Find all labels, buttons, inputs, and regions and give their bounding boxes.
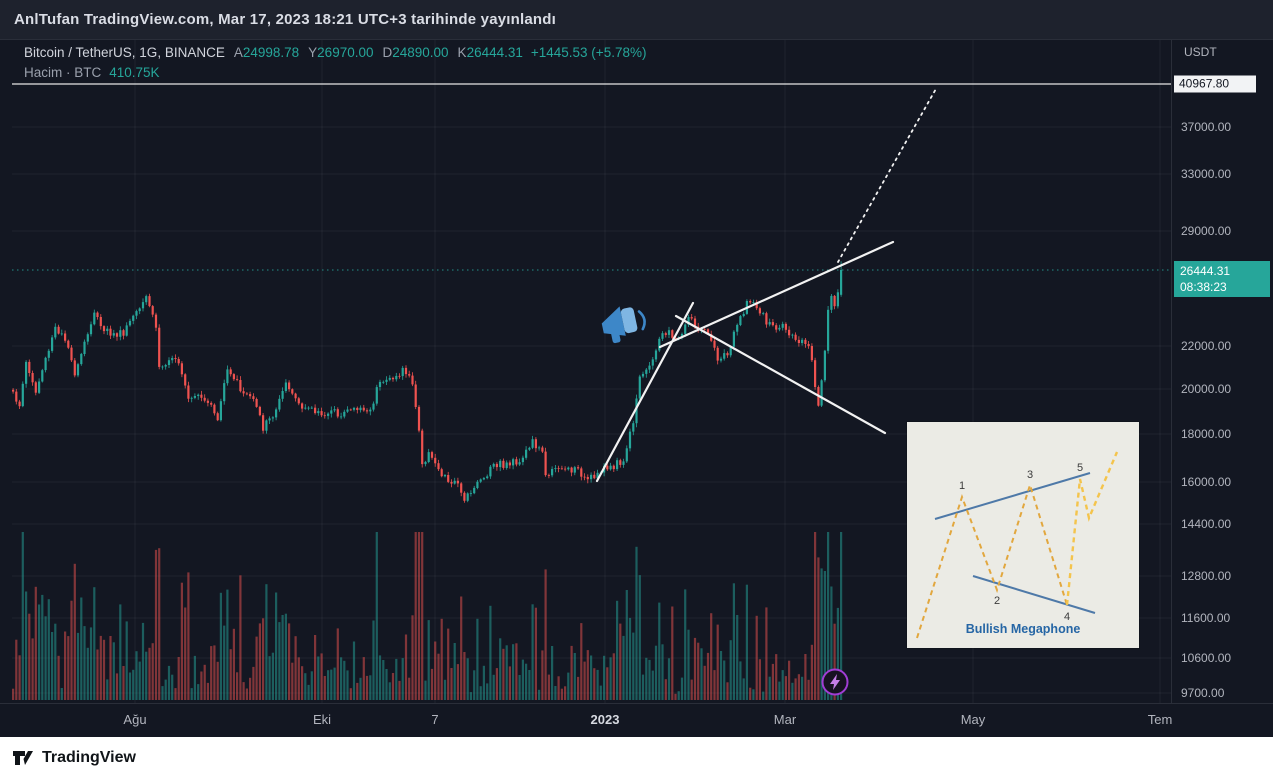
price-axis-label: 16000.00 — [1181, 475, 1232, 489]
price-axis-label: 12800.00 — [1181, 569, 1232, 583]
price-axis-label: 33000.00 — [1181, 167, 1232, 181]
time-axis[interactable]: Ağu Eki 7 2023 Mar May Tem — [0, 703, 1273, 737]
price-axis-label: 29000.00 — [1181, 224, 1232, 238]
pattern-zigzag — [916, 481, 1068, 639]
bar-countdown: 08:38:23 — [1180, 280, 1227, 294]
volume-row: Hacim · BTC 410.75K — [24, 65, 646, 85]
pattern-point-label: 3 — [1027, 469, 1033, 481]
chart-panel[interactable]: Bitcoin / TetherUS, 1G, BINANCE A24998.7… — [0, 40, 1273, 737]
pattern-title: Bullish Megaphone — [965, 622, 1081, 636]
footer-brand-bar: TradingView — [0, 737, 1273, 778]
ohlc-field-label: K — [457, 45, 467, 60]
candles — [12, 261, 843, 503]
ohlc-field-value: 26970.00 — [317, 45, 374, 60]
volume-bars — [12, 532, 843, 700]
ohlc-field-label: D — [382, 45, 393, 60]
tradingview-logo-icon — [13, 750, 33, 765]
pattern-point-label: 1 — [959, 480, 965, 492]
time-axis-label: 7 — [431, 712, 439, 727]
time-axis-label: May — [960, 712, 986, 727]
price-axis-label: 18000.00 — [1181, 427, 1232, 441]
publish-bar: AnlTufan TradingView.com, Mar 17, 2023 1… — [0, 0, 1273, 40]
price-axis-label: 20000.00 — [1181, 382, 1232, 396]
price-axis-label: 10600.00 — [1181, 651, 1232, 665]
ohlc-field-value: 24890.00 — [392, 45, 449, 60]
last-price-label: 26444.31 08:38:23 — [1174, 261, 1270, 297]
time-axis-label: Eki — [312, 712, 332, 727]
last-price-value: 26444.31 — [1180, 264, 1231, 278]
ohlc-field-label: Y — [308, 45, 318, 60]
pattern-upper-trendline — [934, 472, 1091, 520]
symbol-title[interactable]: Bitcoin / TetherUS, 1G, BINANCE — [24, 45, 225, 60]
symbol-legend: Bitcoin / TetherUS, 1G, BINANCE A24998.7… — [24, 45, 646, 85]
tradingview-brand-link[interactable]: TradingView — [42, 748, 136, 766]
ohlc-field-value: 26444.31 — [466, 45, 523, 60]
price-axis-label: 22000.00 — [1181, 339, 1232, 353]
price-axis[interactable]: USDT 37000.00 33000.00 29000.00 22000.00 200… — [1171, 40, 1273, 703]
time-axis-label: 2023 — [590, 712, 620, 727]
candlestick-chart[interactable] — [0, 40, 1273, 737]
price-axis-label: 14400.00 — [1181, 517, 1232, 531]
pattern-lower-trendline — [972, 575, 1096, 614]
quote-currency-label: USDT — [1184, 45, 1217, 59]
trend-line-drawings[interactable] — [595, 86, 938, 483]
publish-info-text: AnlTufan TradingView.com, Mar 17, 2023 1… — [14, 11, 557, 28]
ohlc-field-label: A — [233, 45, 243, 60]
pattern-point-label: 2 — [994, 595, 1000, 607]
flash-marker[interactable] — [821, 668, 849, 696]
pattern-point-label: 5 — [1077, 462, 1083, 474]
price-axis-label: 11600.00 — [1181, 611, 1231, 625]
pattern-inset: 1 2 3 4 5 Bullish Megaphone — [907, 422, 1139, 648]
time-axis-label: Ağu — [123, 712, 147, 727]
hline-price-label: 40967.80 — [1174, 75, 1256, 93]
ohlc-row: Bitcoin / TetherUS, 1G, BINANCE A24998.7… — [24, 45, 646, 65]
time-axis-label: Tem — [1147, 712, 1173, 727]
pattern-point-label: 4 — [1064, 611, 1070, 623]
megaphone-pattern-diagram: 1 2 3 4 5 — [916, 451, 1119, 639]
volume-label: Hacim · BTC — [24, 65, 102, 80]
price-axis-label: 37000.00 — [1181, 120, 1232, 134]
megaphone-icon — [601, 306, 646, 344]
volume-value: 410.75K — [109, 65, 160, 80]
pattern-breakout-leg — [1065, 451, 1119, 606]
time-axis-label: Mar — [773, 712, 797, 727]
ohlc-fields: A24998.78 Y26970.00 D24890.00 K26444.31 — [225, 45, 523, 60]
price-axis-label: 9700.00 — [1181, 686, 1225, 700]
change-value: +1445.53 (+5.78%) — [530, 45, 647, 60]
ohlc-field-value: 24998.78 — [242, 45, 300, 60]
